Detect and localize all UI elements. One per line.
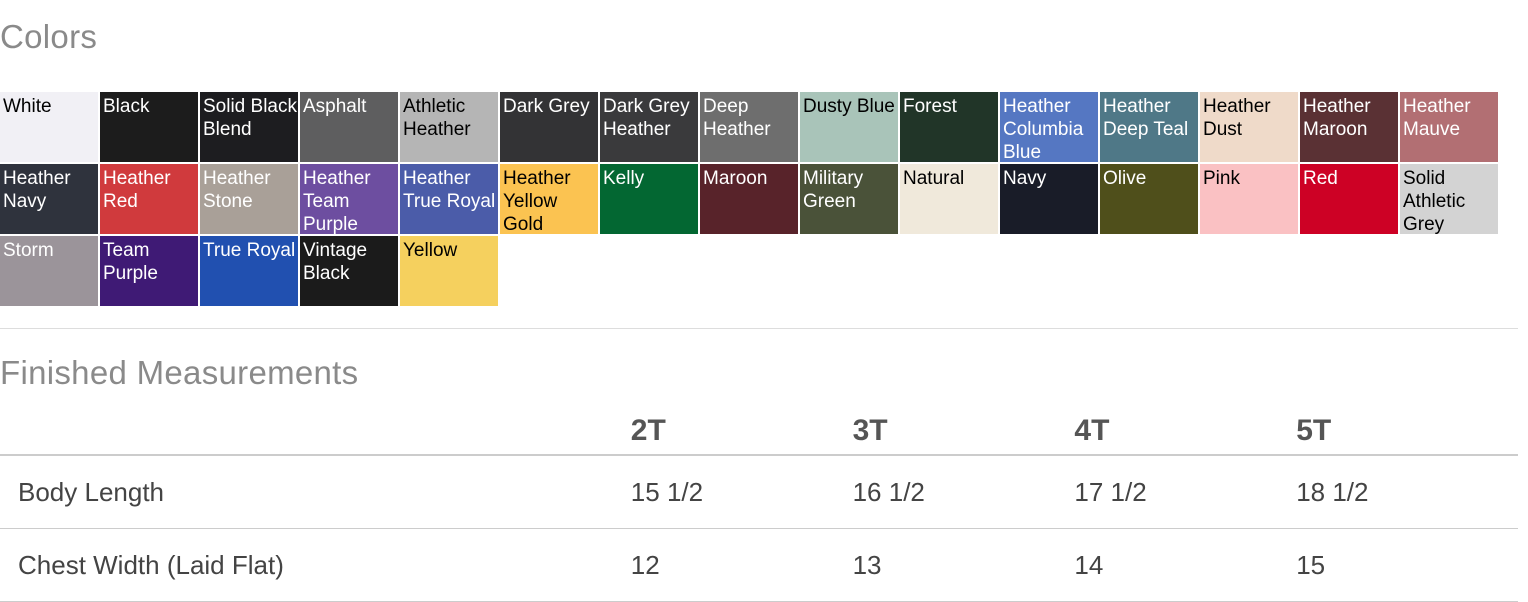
table-row: Body Length 15 1/2 16 1/2 17 1/2 18 1/2 xyxy=(0,455,1518,529)
color-swatch[interactable]: True Royal xyxy=(200,236,298,306)
color-swatch[interactable]: White xyxy=(0,92,98,162)
section-divider xyxy=(0,328,1518,329)
header-size: 5T xyxy=(1296,408,1518,456)
table-header-row: 2T 3T 4T 5T xyxy=(0,408,1518,456)
color-swatch[interactable]: Olive xyxy=(1100,164,1198,234)
color-swatch[interactable]: Team Purple xyxy=(100,236,198,306)
cell: 13 xyxy=(852,528,1075,602)
color-swatch[interactable]: Natural xyxy=(900,164,998,234)
color-swatch[interactable]: Solid Athletic Grey xyxy=(1400,164,1498,234)
row-label: Chest Width (Laid Flat) xyxy=(0,528,631,602)
color-swatch[interactable]: Pink xyxy=(1200,164,1298,234)
measurements-table: 2T 3T 4T 5T Body Length 15 1/2 16 1/2 17… xyxy=(0,408,1518,602)
header-blank xyxy=(0,408,631,456)
color-swatch[interactable]: Dark Grey xyxy=(500,92,598,162)
color-swatch[interactable]: Heather Deep Teal xyxy=(1100,92,1198,162)
color-swatch[interactable]: Dusty Blue xyxy=(800,92,898,162)
color-swatch[interactable]: Maroon xyxy=(700,164,798,234)
color-swatch[interactable]: Yellow xyxy=(400,236,498,306)
color-swatch[interactable]: Black xyxy=(100,92,198,162)
measurements-heading: Finished Measurements xyxy=(0,354,359,391)
cell: 17 1/2 xyxy=(1074,455,1297,529)
cell: 16 1/2 xyxy=(852,455,1075,529)
color-swatch[interactable]: Deep Heather xyxy=(700,92,798,162)
color-swatch[interactable]: Athletic Heather xyxy=(400,92,498,162)
header-size: 4T xyxy=(1074,408,1297,456)
color-swatch[interactable]: Heather Dust xyxy=(1200,92,1298,162)
color-swatch[interactable]: Heather Columbia Blue xyxy=(1000,92,1098,162)
color-swatch[interactable]: Vintage Black xyxy=(300,236,398,306)
cell: 12 xyxy=(630,528,853,602)
color-swatch[interactable]: Heather True Royal xyxy=(400,164,498,234)
color-swatch[interactable]: Dark Grey Heather xyxy=(600,92,698,162)
color-swatch[interactable]: Heather Red xyxy=(100,164,198,234)
color-swatch[interactable]: Storm xyxy=(0,236,98,306)
color-swatch[interactable]: Military Green xyxy=(800,164,898,234)
cell: 15 1/2 xyxy=(630,455,853,529)
color-swatch[interactable]: Asphalt xyxy=(300,92,398,162)
color-swatch[interactable]: Forest xyxy=(900,92,998,162)
header-size: 3T xyxy=(852,408,1075,456)
color-swatch[interactable]: Heather Stone xyxy=(200,164,298,234)
color-swatch[interactable]: Heather Mauve xyxy=(1400,92,1498,162)
row-label: Body Length xyxy=(0,455,631,529)
colors-heading: Colors xyxy=(0,18,98,55)
color-swatch[interactable]: Solid Black Blend xyxy=(200,92,298,162)
header-size: 2T xyxy=(630,408,853,456)
color-swatch[interactable]: Heather Yellow Gold xyxy=(500,164,598,234)
color-swatch[interactable]: Kelly xyxy=(600,164,698,234)
color-swatch[interactable]: Red xyxy=(1300,164,1398,234)
table-row: Chest Width (Laid Flat) 12 13 14 15 xyxy=(0,528,1518,602)
cell: 18 1/2 xyxy=(1296,455,1518,529)
color-swatch[interactable]: Navy xyxy=(1000,164,1098,234)
cell: 15 xyxy=(1296,528,1518,602)
color-swatch[interactable]: Heather Navy xyxy=(0,164,98,234)
cell: 14 xyxy=(1074,528,1297,602)
color-swatch[interactable]: Heather Maroon xyxy=(1300,92,1398,162)
color-swatch[interactable]: Heather Team Purple xyxy=(300,164,398,234)
